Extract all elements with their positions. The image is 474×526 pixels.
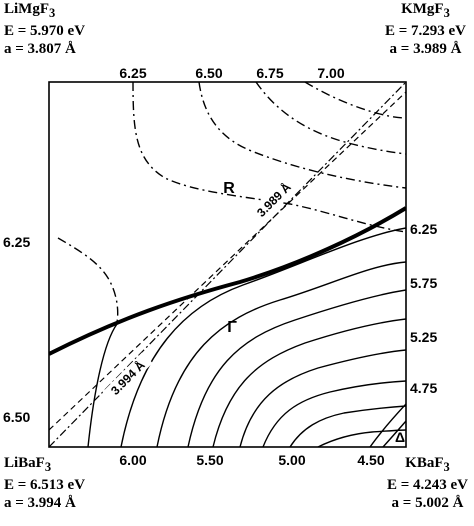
top-tick-6-75: 6.75: [256, 65, 283, 81]
r-contour-6-75: [255, 82, 406, 155]
corner-libaf3: LiBaF3 E = 6.513 eV a = 3.994 Å: [4, 454, 85, 512]
compound-name: KBaF3: [405, 455, 450, 474]
top-tick-6-25: 6.25: [119, 65, 146, 81]
compound-name: KMgF3: [401, 1, 450, 20]
lattice-constant: a = 3.994 Å: [4, 495, 76, 511]
right-tick-4-75: 4.75: [410, 380, 437, 396]
bottom-tick-6-00: 6.00: [119, 452, 146, 468]
delta-contour-1: [369, 403, 406, 447]
r-contour-7-00: [304, 82, 406, 119]
lattice-constant: a = 3.989 Å: [389, 41, 462, 57]
bottom-tick-4-50: 4.50: [357, 452, 384, 468]
band-gap-energy: E = 4.243 eV: [386, 477, 468, 493]
lattice-constant: a = 5.002 Å: [391, 495, 464, 511]
r-contour-6-25: [132, 82, 406, 233]
left-tick-6-50: 6.50: [3, 409, 30, 425]
corner-kbaf3: KBaF3 E = 4.243 eV a = 5.002 Å: [387, 454, 468, 512]
region-label-gamma: Γ: [227, 319, 237, 336]
bottom-tick-5-50: 5.50: [196, 452, 223, 468]
lattice-line-3-994: [49, 91, 406, 431]
top-tick-7-00: 7.00: [317, 65, 344, 81]
g-contour-4-25: [317, 429, 406, 447]
compound-name: LiBaF3: [4, 455, 52, 474]
right-tick-6-25: 6.25: [410, 221, 437, 237]
delta-contour-2: [382, 420, 406, 447]
g-contour-6-25: [87, 323, 118, 447]
g-contour-5-50: [187, 289, 406, 447]
plot-frame: [48, 81, 407, 448]
band-gap-energy: E = 6.513 eV: [4, 477, 86, 493]
right-tick-5-75: 5.75: [410, 275, 437, 291]
region-label-r: R: [223, 180, 235, 197]
corner-limgf3: LiMgF3 E = 5.970 eV a = 3.807 Å: [4, 0, 85, 58]
right-tick-5-25: 5.25: [410, 329, 437, 345]
g-contour-5-75: [156, 261, 406, 447]
lattice-label-3-994: 3.994 Å: [107, 357, 148, 398]
g-contour-5-00: [239, 349, 406, 447]
bottom-tick-5-00: 5.00: [278, 452, 305, 468]
top-tick-6-50: 6.50: [195, 65, 222, 81]
corner-kmgf3: KMgF3 E = 7.293 eV a = 3.989 Å: [385, 0, 466, 58]
left-tick-6-25: 6.25: [3, 234, 30, 250]
r-contour-6-50: [198, 82, 406, 189]
g-contour-4-50: [289, 405, 406, 447]
band-gap-energy: E = 7.293 eV: [384, 23, 466, 39]
g-contour-5-25: [212, 318, 406, 447]
lattice-constant: a = 3.807 Å: [4, 41, 76, 57]
g-contour-6-00: [120, 227, 406, 447]
compound-name: LiMgF3: [4, 1, 56, 20]
phase-boundary-line: [49, 206, 406, 356]
r-contour-left: [57, 237, 119, 323]
region-label-delta: Δ: [395, 429, 405, 445]
g-contour-4-75: [262, 380, 406, 447]
band-gap-energy: E = 5.970 eV: [4, 23, 86, 39]
